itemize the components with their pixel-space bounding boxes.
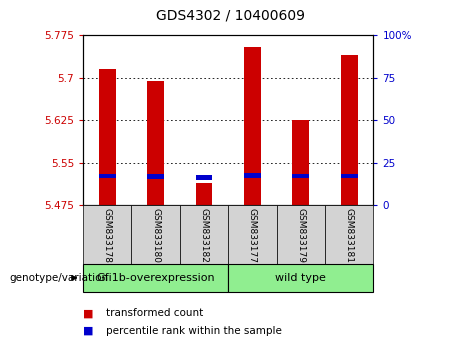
Bar (99, 173, 116, 178)
Bar (83, 264, 228, 292)
Bar (180, 205, 228, 264)
Bar (195, 175, 213, 180)
Bar (131, 205, 180, 264)
Text: percentile rank within the sample: percentile rank within the sample (106, 326, 282, 336)
Text: GSM833179: GSM833179 (296, 208, 305, 263)
Text: wild type: wild type (275, 273, 326, 283)
Text: GSM833182: GSM833182 (200, 208, 208, 263)
Bar (99, 69, 116, 205)
Bar (228, 205, 277, 264)
Text: GSM833177: GSM833177 (248, 208, 257, 263)
Text: GSM833180: GSM833180 (151, 208, 160, 263)
Bar (292, 120, 309, 205)
Text: GDS4302 / 10400609: GDS4302 / 10400609 (156, 9, 305, 23)
Bar (244, 47, 261, 205)
Bar (341, 55, 358, 205)
Text: genotype/variation: genotype/variation (9, 273, 108, 283)
Text: transformed count: transformed count (106, 308, 203, 318)
Bar (325, 205, 373, 264)
Text: ■: ■ (83, 326, 94, 336)
Text: GSM833178: GSM833178 (103, 208, 112, 263)
Text: Gfi1b-overexpression: Gfi1b-overexpression (96, 273, 215, 283)
Text: ■: ■ (83, 308, 94, 318)
Bar (195, 183, 213, 205)
Bar (83, 205, 131, 264)
Bar (292, 173, 309, 178)
Bar (341, 173, 358, 178)
Bar (147, 81, 164, 205)
Text: GSM833181: GSM833181 (345, 208, 354, 263)
Bar (244, 173, 261, 178)
Bar (147, 174, 164, 179)
Bar (228, 264, 373, 292)
Bar (277, 205, 325, 264)
